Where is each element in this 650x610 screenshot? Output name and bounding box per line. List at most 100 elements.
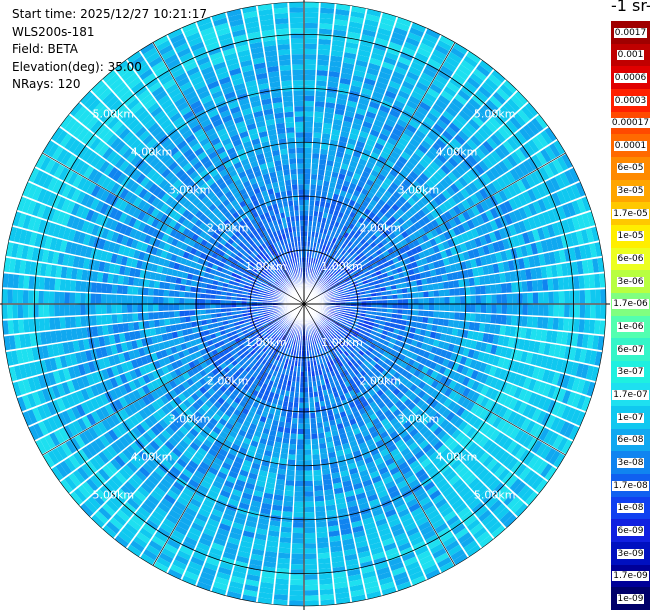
- range-gate-cell: [477, 246, 485, 257]
- range-gate-cell: [392, 308, 398, 314]
- range-gate-cell: [537, 381, 547, 395]
- range-gate-cell: [512, 235, 521, 247]
- range-gate-cell: [428, 189, 438, 199]
- range-gate-cell: [315, 270, 319, 276]
- range-gate-cell: [507, 98, 521, 112]
- range-gate-cell: [304, 444, 312, 450]
- range-gate-cell: [335, 228, 342, 235]
- range-gate-cell: [525, 328, 532, 340]
- range-gate-cell: [318, 266, 323, 272]
- range-gate-cell: [333, 270, 339, 277]
- range-gate-cell: [499, 272, 506, 283]
- range-gate-cell: [299, 397, 304, 403]
- range-gate-cell: [406, 263, 413, 270]
- range-gate-cell: [453, 320, 460, 328]
- range-gate-cell: [382, 203, 391, 211]
- range-gate-cell: [358, 192, 367, 201]
- range-gate-cell: [482, 353, 490, 363]
- range-gate-cell: [405, 36, 420, 47]
- range-gate-cell: [473, 276, 481, 286]
- range-gate-cell: [421, 323, 428, 330]
- range-gate-cell: [505, 347, 513, 359]
- range-gate-cell: [470, 340, 478, 350]
- range-gate-cell: [595, 289, 601, 304]
- range-gate-cell: [309, 407, 316, 414]
- range-gate-cell: [580, 229, 590, 244]
- range-gate-cell: [585, 228, 595, 243]
- range-gate-cell: [376, 137, 387, 147]
- range-gate-cell: [493, 367, 502, 379]
- range-gate-cell: [581, 334, 589, 348]
- range-gate-cell: [335, 251, 341, 258]
- range-gate-cell: [416, 236, 425, 245]
- range-gate-cell: [313, 210, 319, 217]
- range-gate-cell: [311, 263, 315, 269]
- range-gate-cell: [518, 162, 530, 176]
- range-gate-cell: [294, 496, 304, 502]
- range-gate-cell: [366, 230, 374, 238]
- ray: [304, 60, 494, 304]
- range-gate-cell: [514, 165, 525, 179]
- range-gate-cell: [417, 227, 426, 236]
- range-gate-cell: [518, 207, 528, 220]
- range-gate-cell: [412, 166, 423, 176]
- range-gate-cell: [446, 273, 454, 281]
- range-gate-cell: [342, 225, 349, 232]
- range-gate-cell: [441, 326, 448, 334]
- range-gate-cell: [338, 82, 350, 90]
- range-gate-cell: [462, 251, 470, 261]
- ray: [304, 5, 366, 304]
- range-gate-cell: [359, 130, 369, 139]
- range-gate-cell: [365, 178, 374, 187]
- range-gate-cell: [378, 253, 386, 260]
- range-gate-cell: [304, 231, 308, 237]
- range-gate-cell: [553, 140, 566, 155]
- range-gate-cell: [401, 230, 409, 239]
- range-gate-cell: [397, 304, 403, 309]
- range-gate-cell: [352, 172, 361, 181]
- range-gate-cell: [320, 453, 328, 460]
- range-gate-cell: [336, 178, 344, 186]
- range-gate-cell: [338, 289, 344, 293]
- range-gate-cell: [318, 285, 324, 291]
- ray: [304, 51, 481, 304]
- range-gate-cell: [333, 24, 348, 32]
- range-gate-cell: [487, 182, 498, 195]
- range-gate-cell: [323, 275, 329, 281]
- range-gate-cell: [422, 67, 437, 79]
- range-gate-cell: [479, 362, 488, 373]
- range-gate-cell: [547, 385, 557, 399]
- range-gate-cell: [425, 231, 434, 240]
- range-gate-cell: [423, 310, 429, 317]
- range-gate-cell: [368, 174, 377, 183]
- range-gate-cell: [354, 264, 361, 270]
- range-gate-cell: [510, 151, 522, 165]
- range-gate-cell: [374, 142, 384, 151]
- range-gate-cell: [426, 222, 435, 231]
- range-gate-cell: [355, 185, 363, 193]
- range-gate-cell: [484, 364, 492, 375]
- range-gate-cell: [426, 323, 433, 331]
- range-gate-cell: [467, 249, 475, 260]
- range-gate-cell: [307, 231, 312, 237]
- range-gate-cell: [352, 225, 359, 233]
- range-gate-cell: [430, 209, 440, 219]
- range-gate-cell: [542, 317, 549, 329]
- range-gate-cell: [558, 345, 567, 359]
- range-gate-cell: [492, 241, 500, 253]
- range-gate-cell: [321, 138, 330, 145]
- range-gate-cell: [441, 189, 452, 200]
- range-gate-cell: [461, 126, 473, 138]
- range-gate-cell: [581, 196, 591, 212]
- range-gate-cell: [455, 262, 462, 272]
- range-gate-cell: [525, 268, 532, 280]
- range-gate-cell: [304, 558, 317, 565]
- range-gate-cell: [309, 402, 315, 408]
- range-gate-cell: [440, 250, 448, 259]
- range-gate-cell: [439, 114, 451, 126]
- ray: [304, 304, 605, 351]
- range-gate-cell: [442, 342, 450, 351]
- ray: [304, 2, 319, 304]
- range-gate-cell: [331, 237, 337, 244]
- range-gate-cell: [538, 253, 546, 266]
